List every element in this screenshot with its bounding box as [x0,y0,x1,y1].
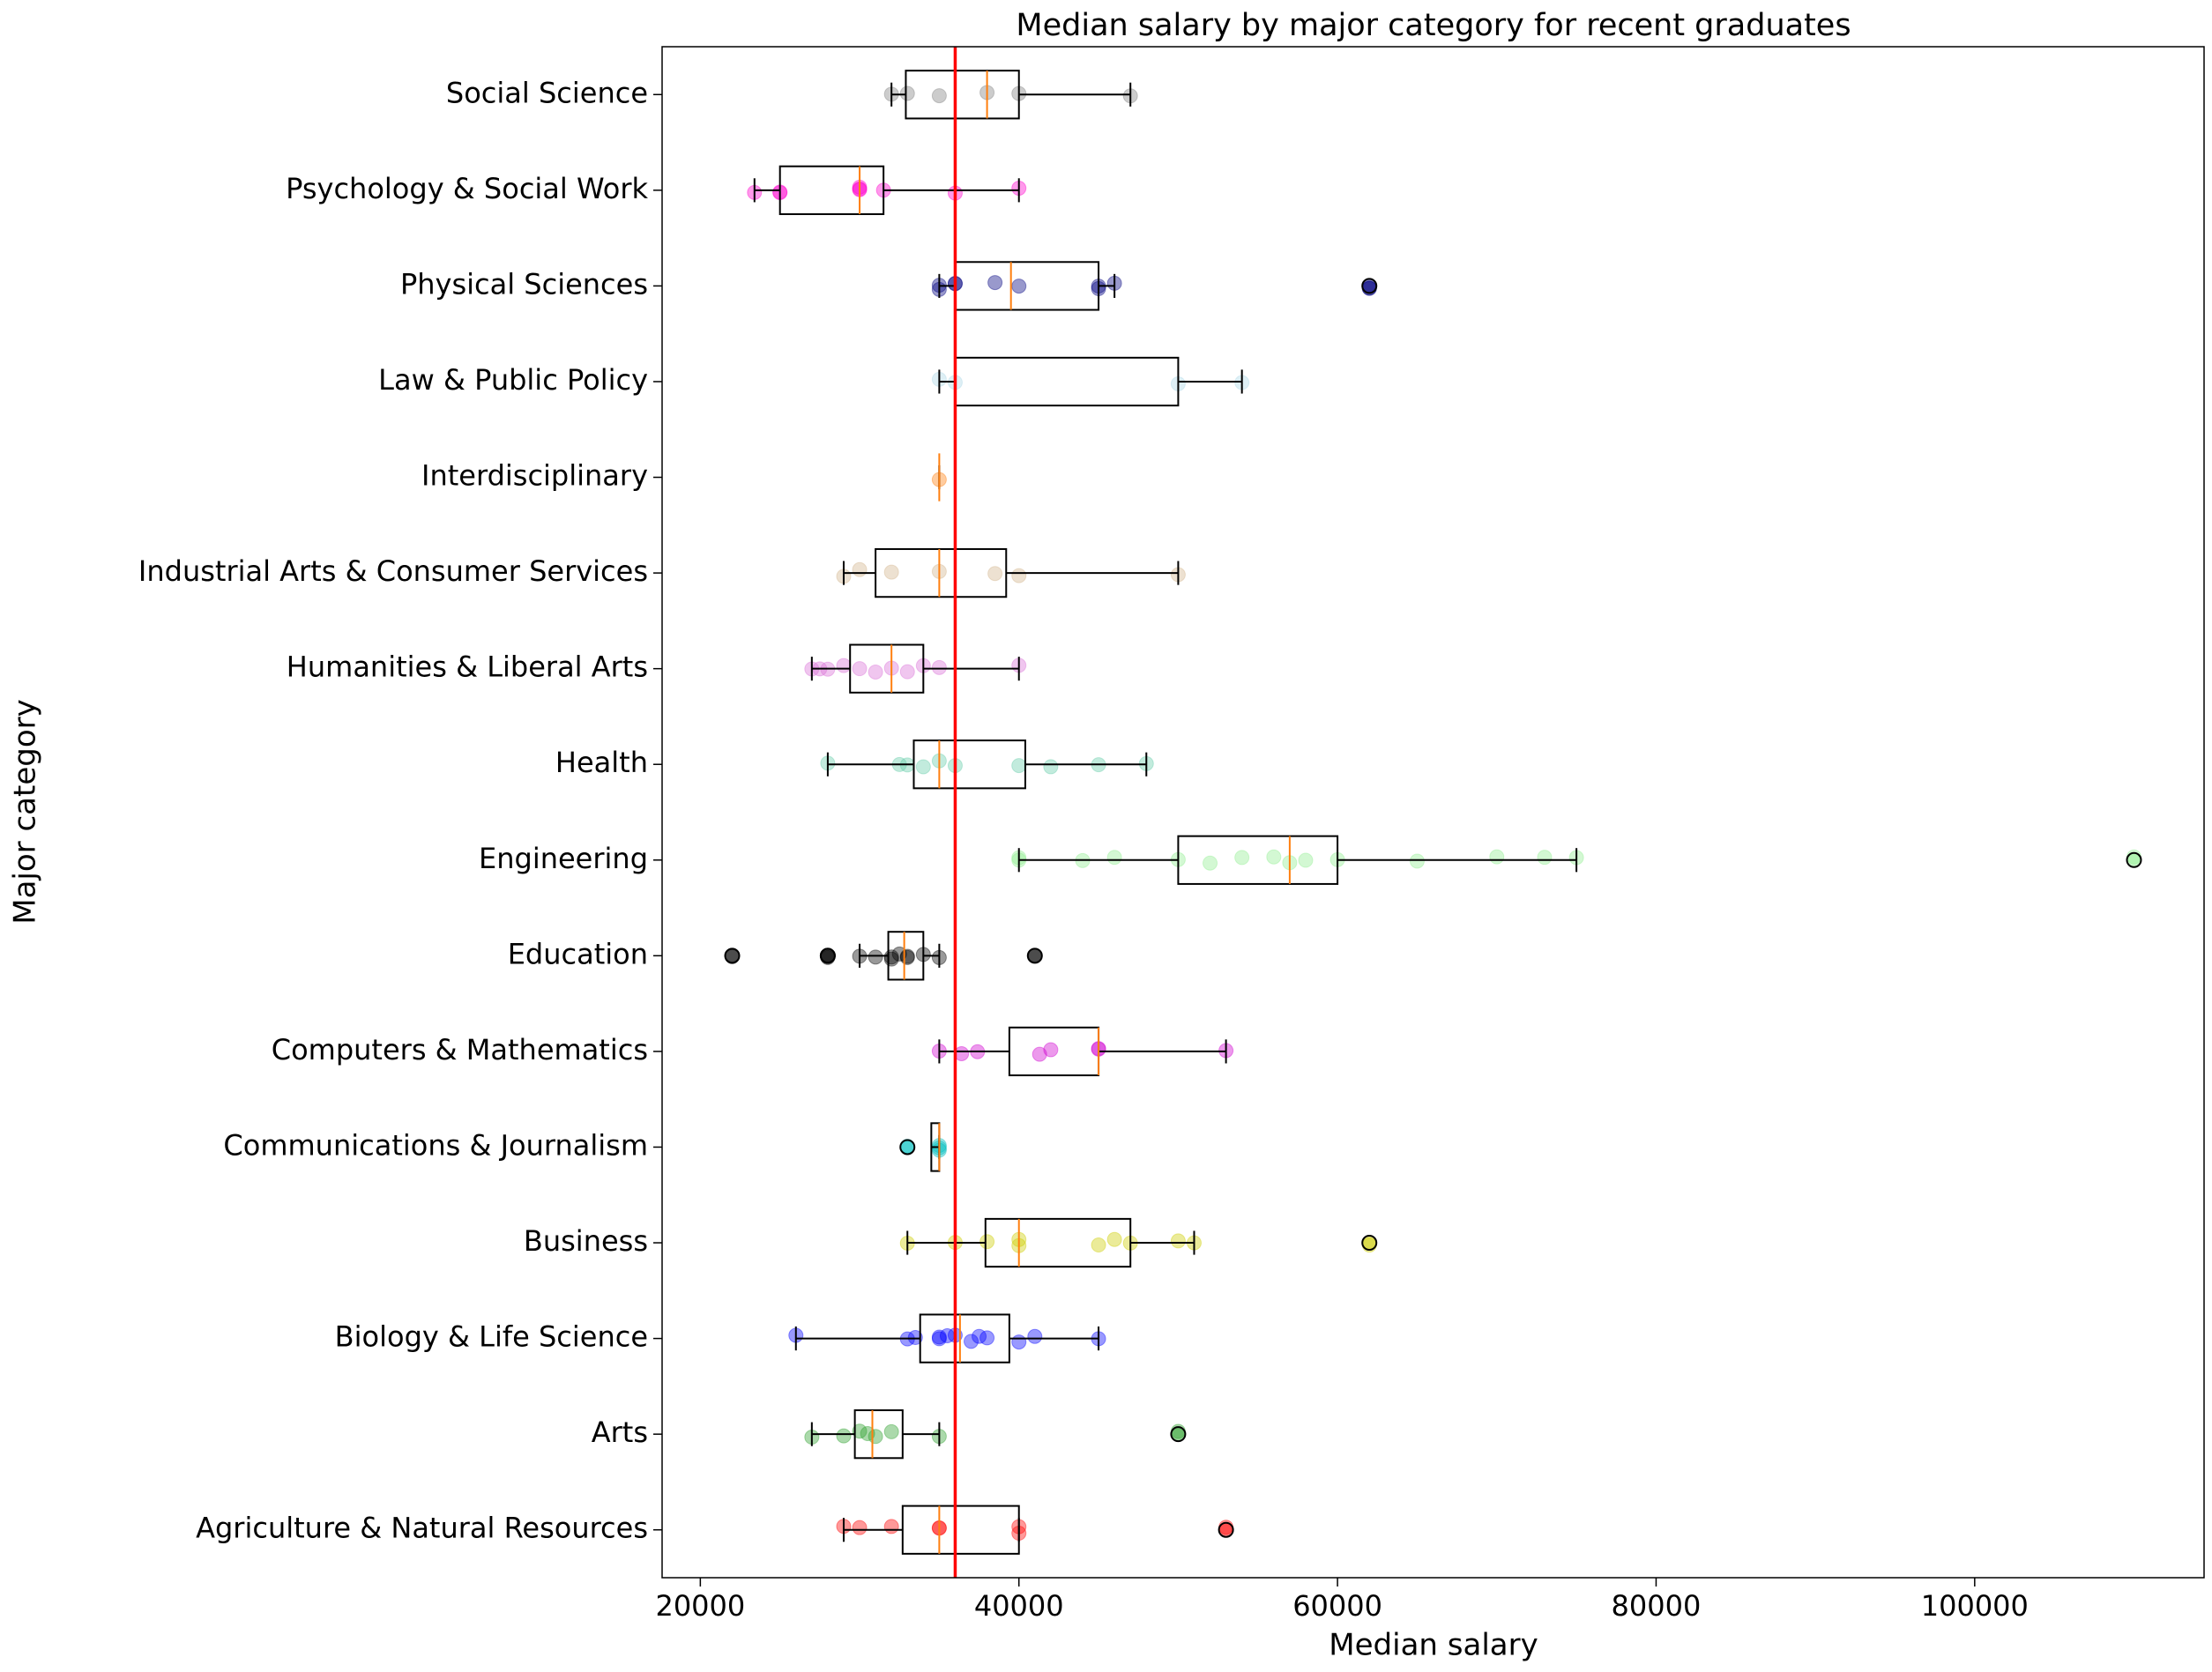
x-axis-label: Median salary [1329,1628,1538,1663]
y-tick-label: Industrial Arts & Consumer Services [138,554,648,588]
data-point [836,658,852,673]
x-tick-label: 100000 [1921,1589,2029,1623]
data-point [868,1429,883,1445]
data-point [860,1426,875,1442]
flier [1361,1235,1378,1252]
y-tick-label: Health [555,746,648,779]
data-point [1409,853,1425,869]
box [849,643,925,694]
data-point [891,946,907,962]
plot-frame [661,46,2205,1579]
data-point [883,1423,899,1439]
y-tick-label: Psychology & Social Work [286,172,648,205]
data-point [1537,850,1553,866]
box [1177,835,1339,885]
chart-title: Median salary by major category for rece… [1016,8,1851,43]
data-point [1091,1237,1106,1253]
data-point [931,88,947,104]
data-point [915,759,931,775]
data-point [931,1329,947,1345]
data-point [868,664,883,680]
y-tick-label: Humanities & Liberal Arts [287,650,648,684]
flier [899,1139,916,1156]
box [984,1217,1132,1268]
box [919,1313,1010,1364]
data-point [1489,849,1505,865]
data-point [1203,855,1218,871]
data-point [852,561,868,577]
data-point [931,659,947,675]
flier [1361,278,1378,294]
data-point [1011,758,1027,774]
data-point [1011,279,1027,294]
data-point [899,664,915,680]
y-tick-label: Law & Public Policy [378,363,648,397]
y-tick-label: Communications & Journalism [223,1128,648,1162]
data-point [1234,850,1250,866]
data-point [1027,1328,1043,1344]
flier [819,947,836,964]
data-point [979,1234,995,1250]
y-axis-label: Major category [8,699,43,924]
data-point [1298,852,1314,868]
box [875,547,1008,598]
data-point [883,564,899,580]
data-point [972,1328,987,1344]
data-point [979,1330,995,1346]
data-point [883,1519,899,1535]
y-tick-label: Biology & Life Science [335,1320,648,1354]
box [954,261,1100,311]
y-tick-label: Physical Sciences [400,267,648,301]
data-point [931,1331,947,1347]
data-point [868,949,883,965]
data-point [907,1330,923,1346]
flier [1026,947,1043,964]
y-tick-label: Education [508,937,648,970]
y-tick-label: Social Science [446,76,648,109]
data-point [1266,849,1282,865]
data-point [1032,1046,1047,1062]
data-point [1106,1231,1122,1247]
data-point [899,948,915,964]
x-tick-label: 60000 [1292,1589,1382,1623]
data-point [987,275,1003,291]
data-point [1043,1042,1059,1058]
y-tick-label: Agriculture & Natural Resources [196,1512,648,1545]
box [853,1409,904,1460]
flier [2126,851,2142,868]
data-point [1170,1233,1186,1249]
box [778,165,885,215]
box [887,931,925,981]
y-tick-label: Interdisciplinary [421,459,648,493]
flier [724,947,741,964]
y-tick-label: Arts [592,1416,648,1449]
data-point [852,1423,868,1439]
data-point [852,661,868,677]
data-point [964,1334,979,1349]
x-tick-label: 40000 [974,1589,1064,1623]
flier [1170,1426,1187,1443]
x-tick-label: 20000 [655,1589,745,1623]
data-point [987,566,1003,582]
box [905,70,1020,120]
box [912,739,1026,790]
data-point [1043,759,1059,775]
data-point [899,85,915,101]
y-tick-label: Engineering [479,842,648,875]
data-point [1011,568,1027,583]
data-point [1106,850,1122,866]
box [954,356,1180,407]
y-tick-label: Computers & Mathematics [272,1033,648,1066]
flier [1218,1521,1234,1538]
data-point [836,1428,852,1444]
box [901,1505,1020,1555]
data-point [1011,1334,1027,1350]
x-tick-label: 80000 [1612,1589,1702,1623]
y-tick-label: Business [524,1224,648,1258]
data-point [852,1520,868,1535]
